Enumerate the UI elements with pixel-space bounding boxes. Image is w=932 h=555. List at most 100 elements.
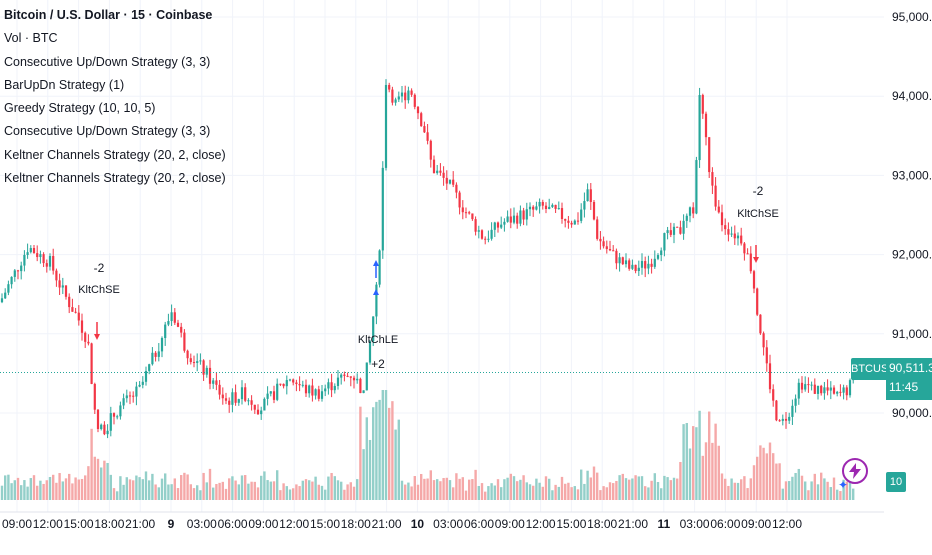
candle-body — [557, 208, 560, 210]
candle-body — [797, 382, 800, 399]
volume-bar — [832, 477, 836, 500]
candle-body — [781, 418, 784, 421]
volume-bar — [362, 449, 365, 500]
candle-body — [455, 184, 458, 193]
candle-body — [52, 256, 55, 271]
volume-bar — [36, 485, 39, 500]
signal-label: KltChSE — [737, 208, 779, 220]
legend-strategy-consecutive-2[interactable]: Consecutive Up/Down Strategy (3, 3) — [4, 124, 211, 139]
volume-bar — [436, 479, 439, 500]
volume-bar — [170, 484, 173, 500]
candle-body — [832, 387, 836, 394]
legend-strategy-barupdn[interactable]: BarUpDn Strategy (1) — [4, 77, 125, 92]
legend-strategy-greedy[interactable]: Greedy Strategy (10, 10, 5) — [4, 101, 156, 116]
candle-body — [634, 264, 637, 272]
candle-body — [151, 352, 154, 365]
volume-bar — [84, 475, 87, 500]
last-price-value-tag[interactable]: 90,511.30 11:45 — [886, 358, 932, 400]
volume-bar — [733, 482, 736, 500]
volume-bar — [749, 478, 752, 500]
volume-bar — [660, 488, 663, 500]
candle-body — [122, 398, 125, 406]
volume-bar — [717, 445, 720, 500]
candle-body — [375, 284, 378, 317]
candle-body — [730, 233, 733, 235]
candle-body — [234, 392, 237, 403]
volume-bar — [416, 484, 420, 500]
candle-body — [144, 370, 148, 382]
replay-lightning-button[interactable] — [842, 458, 868, 484]
legend-symbol-title[interactable]: Bitcoin / U.S. Dollar · 15 · Coinbase — [4, 8, 213, 22]
candle-body — [263, 398, 266, 411]
time-axis-label: 12:00 — [526, 517, 556, 531]
candle-body — [132, 395, 135, 397]
volume-bar — [58, 473, 61, 500]
price-tag-value: 90,511.30 — [889, 361, 932, 375]
volume-bar — [144, 471, 148, 500]
candle-body — [602, 241, 605, 247]
candle-body — [644, 261, 647, 269]
candle-body — [685, 215, 688, 221]
candle-body — [541, 201, 544, 206]
volume-bar — [503, 479, 506, 500]
volume-bar — [666, 477, 669, 500]
volume-bar — [551, 490, 554, 500]
time-axis-label: 06:00 — [710, 517, 740, 531]
volume-bar — [599, 490, 602, 500]
legend-strategy-consecutive-1[interactable]: Consecutive Up/Down Strategy (3, 3) — [4, 54, 211, 69]
legend-strategy-keltner-2[interactable]: Keltner Channels Strategy (20, 2, close) — [4, 171, 226, 186]
volume-bar — [221, 481, 224, 500]
candle-body — [429, 140, 432, 160]
volume-bar — [672, 477, 676, 500]
volume-bar — [263, 471, 266, 500]
legend-strategy-keltner-1[interactable]: Keltner Channels Strategy (20, 2, close) — [4, 147, 226, 162]
candle-body — [394, 99, 397, 103]
candle-body — [71, 307, 74, 312]
candle-body — [564, 218, 567, 221]
candle-body — [237, 399, 240, 403]
last-price-tag[interactable]: BTCUSD — [851, 358, 896, 380]
candle-body — [176, 322, 180, 327]
volume-bar — [525, 482, 528, 500]
candle-body — [202, 360, 205, 375]
volume-bar — [554, 484, 557, 500]
price-axis[interactable]: 95,000.00 94,000.00 93,000.00 92,000.00 91,0… — [892, 10, 932, 420]
volume-bar — [576, 489, 580, 500]
candle-body — [679, 227, 682, 234]
volume-bar — [404, 484, 407, 500]
time-axis-label: 09:00 — [2, 517, 32, 531]
volume-bar — [804, 481, 807, 500]
legend-indicator-volume[interactable]: Vol · BTC — [4, 31, 58, 46]
volume-bar — [285, 486, 288, 500]
candle-body — [682, 220, 685, 234]
volume-bar — [736, 482, 740, 500]
volume-bar — [167, 484, 170, 500]
volume-bar — [23, 480, 26, 500]
candle-body — [554, 204, 557, 209]
candle-body — [362, 390, 365, 394]
volume-bar — [544, 476, 548, 500]
volume-bar — [128, 479, 132, 500]
volume-bar — [724, 478, 727, 500]
time-axis[interactable]: 09:00 12:00 15:00 18:00 21:00 9 03:00 06:00 09:0… — [0, 511, 884, 531]
candle-body — [445, 177, 448, 184]
candle-body — [640, 261, 644, 268]
volume-bar — [308, 480, 311, 500]
volume-bar — [93, 456, 96, 500]
volume-bar — [474, 469, 477, 500]
candle-body — [525, 209, 528, 220]
sparkle-icon: ✦ — [838, 478, 849, 492]
volume-bar — [570, 487, 573, 500]
volume-bar — [589, 477, 592, 500]
volume-bar — [439, 481, 442, 500]
candle-body — [416, 106, 420, 114]
volume-bar — [477, 485, 480, 500]
candle-body — [410, 90, 413, 95]
volume-bar — [708, 411, 711, 500]
volume-bar — [260, 475, 263, 500]
volume-bar — [644, 486, 647, 500]
candle-body — [628, 260, 631, 269]
time-axis-label: 21:00 — [618, 517, 648, 531]
